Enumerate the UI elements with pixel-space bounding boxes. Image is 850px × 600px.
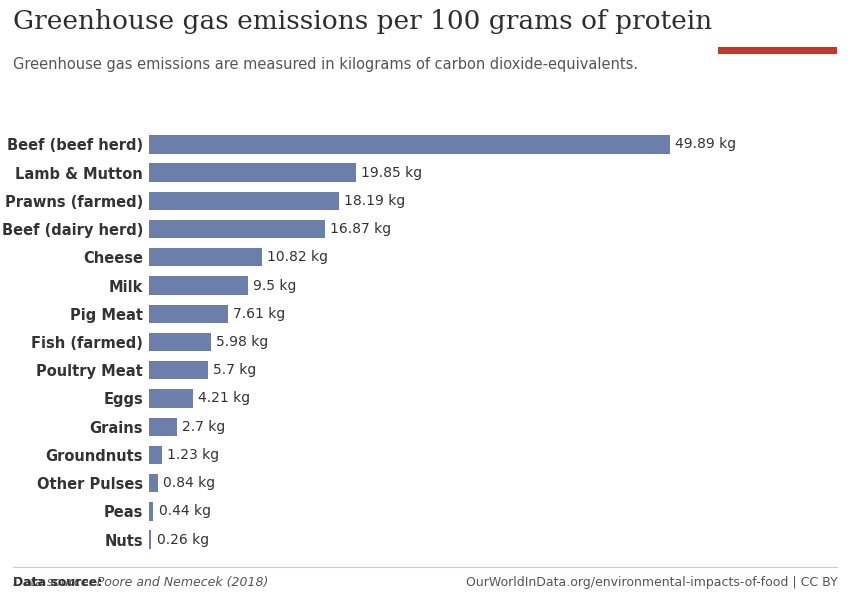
Text: 9.5 kg: 9.5 kg (253, 278, 297, 293)
Text: Data source:: Data source: (13, 576, 102, 589)
Text: 4.21 kg: 4.21 kg (198, 391, 250, 406)
Text: 49.89 kg: 49.89 kg (675, 137, 736, 151)
Bar (149, 333, 211, 351)
Bar (149, 277, 248, 295)
Bar (149, 530, 151, 549)
Text: 10.82 kg: 10.82 kg (267, 250, 328, 264)
Text: 5.98 kg: 5.98 kg (217, 335, 269, 349)
Text: Our World: Our World (748, 14, 808, 23)
Text: 18.19 kg: 18.19 kg (344, 194, 405, 208)
Text: Greenhouse gas emissions per 100 grams of protein: Greenhouse gas emissions per 100 grams o… (13, 9, 712, 34)
Bar (718, 47, 837, 54)
Bar (149, 163, 356, 182)
Text: Greenhouse gas emissions are measured in kilograms of carbon dioxide-equivalents: Greenhouse gas emissions are measured in… (13, 57, 638, 72)
Text: 16.87 kg: 16.87 kg (330, 222, 391, 236)
Bar (149, 474, 157, 493)
Text: Data source: Poore and Nemecek (2018): Data source: Poore and Nemecek (2018) (13, 576, 268, 589)
Text: 7.61 kg: 7.61 kg (234, 307, 286, 321)
Bar (149, 248, 262, 266)
Bar (149, 446, 162, 464)
Text: 19.85 kg: 19.85 kg (361, 166, 422, 179)
Bar (149, 502, 153, 521)
Text: 2.7 kg: 2.7 kg (182, 420, 225, 434)
Text: OurWorldInData.org/environmental-impacts-of-food | CC BY: OurWorldInData.org/environmental-impacts… (466, 576, 837, 589)
Bar (149, 135, 670, 154)
Bar (149, 305, 228, 323)
Text: 1.23 kg: 1.23 kg (167, 448, 219, 462)
Bar (149, 191, 338, 210)
Text: 0.26 kg: 0.26 kg (156, 533, 209, 547)
Text: 5.7 kg: 5.7 kg (213, 363, 257, 377)
Bar (149, 361, 208, 379)
Bar (149, 220, 325, 238)
Bar (149, 418, 177, 436)
Text: 0.84 kg: 0.84 kg (162, 476, 215, 490)
Bar (149, 389, 193, 407)
Text: in Data: in Data (756, 28, 799, 38)
Text: 0.44 kg: 0.44 kg (159, 505, 211, 518)
